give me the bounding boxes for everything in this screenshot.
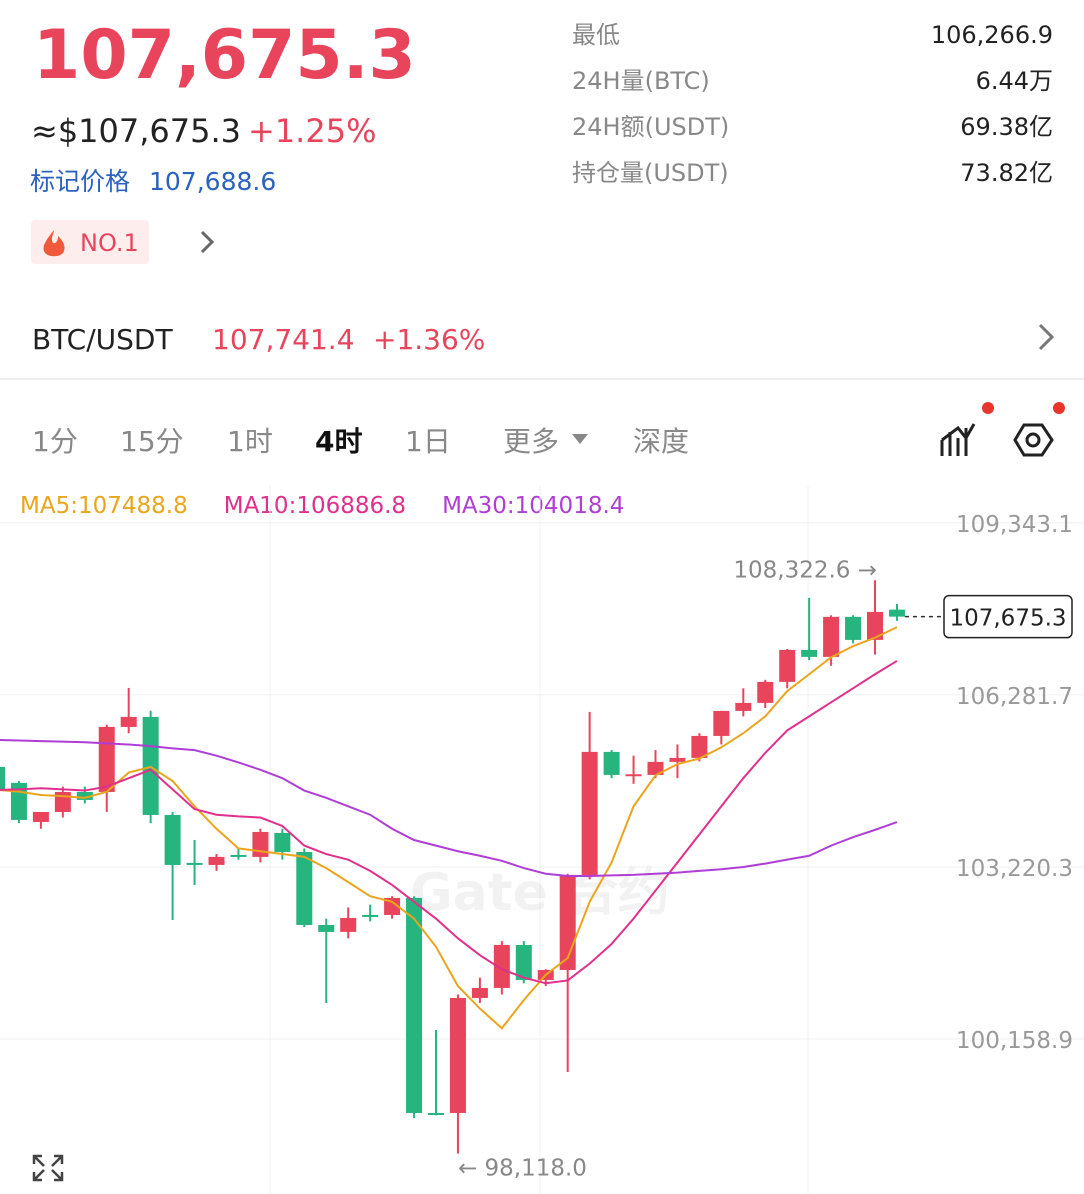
stat-value: 69.38亿	[960, 113, 1053, 141]
candle-body	[208, 856, 225, 865]
candle-body	[735, 702, 752, 711]
candle-body	[252, 831, 269, 857]
tab[interactable]: 1日	[405, 425, 451, 458]
candle-body	[581, 751, 598, 875]
tab[interactable]: 深度	[633, 425, 689, 458]
stat-label: 最低	[572, 21, 620, 49]
y-tick-label: 103,220.3	[956, 856, 1073, 882]
candle-body	[647, 761, 664, 775]
stat-value: 106,266.9	[931, 21, 1053, 49]
candle-body	[428, 1112, 444, 1115]
tab[interactable]: 更多	[503, 425, 559, 458]
mark-price: 107,688.6	[149, 167, 276, 196]
chevron[interactable]	[200, 230, 215, 254]
candle-body	[669, 757, 686, 762]
settings-icon[interactable]	[1013, 423, 1054, 457]
fullscreen-icon[interactable]	[32, 1154, 64, 1182]
candle-body	[757, 681, 774, 703]
price: 107,675.3	[33, 16, 416, 95]
candle-body	[801, 649, 818, 657]
legend: MA5:107488.8 MA10:106886.8 MA30:104018.4	[20, 493, 624, 519]
tabs: 1分 15分 1时 4时 1日 更多 深度	[32, 425, 689, 458]
ma-line	[0, 660, 898, 985]
ma-line	[0, 626, 898, 1030]
candle-body	[603, 751, 620, 775]
tab[interactable]: 1时	[227, 425, 273, 458]
candle-body	[274, 832, 291, 852]
y-tick-label: 106,281.7	[956, 684, 1073, 710]
chart: Gate 合约 109,343.1106,281.7103,220.3100,1…	[0, 486, 1084, 1194]
pair-name[interactable]: BTC/USDT	[32, 323, 173, 356]
candle-body	[98, 726, 115, 792]
candle-body	[471, 987, 488, 998]
stat-value: 73.82亿	[960, 159, 1053, 187]
tab[interactable]: 4时	[315, 425, 362, 458]
candle-body	[296, 851, 313, 925]
change: +1.25%	[248, 112, 376, 150]
stats: 最低 106,266.9 24H量(BTC) 6.44万 24H额(USDT) 69.38…	[572, 21, 1053, 187]
tab[interactable]: 15分	[120, 425, 184, 458]
usd-price: ≈$107,675.3	[31, 112, 241, 150]
tab[interactable]: 1分	[32, 425, 78, 458]
mark-price-label: 标记价格	[30, 167, 130, 196]
candle-body	[384, 897, 401, 915]
dropdown-arrow	[572, 434, 588, 444]
candle-body	[713, 710, 730, 736]
candle-body	[493, 944, 510, 988]
pair-change: +1.36%	[373, 323, 485, 356]
candle-body	[76, 791, 93, 800]
candle-body	[515, 944, 532, 980]
pair-price: 107,741.4	[212, 323, 355, 356]
badge-dot	[982, 402, 994, 414]
candle-body	[449, 997, 466, 1113]
candle-body	[340, 917, 357, 932]
candle-body	[362, 914, 379, 917]
candle-body	[32, 811, 49, 822]
rank: NO.1	[80, 229, 139, 257]
candle-body	[120, 716, 137, 727]
candle-body	[406, 897, 423, 1113]
flame-icon	[43, 230, 65, 257]
legend-entry: MA30:104018.4	[442, 493, 624, 519]
candle-body	[823, 616, 840, 657]
candle-body	[867, 611, 883, 640]
candle-body	[0, 766, 5, 790]
stat-value: 6.44万	[976, 67, 1053, 95]
candle-body	[230, 854, 247, 857]
y-tick-label: 100,158.9	[956, 1028, 1073, 1054]
indicator-icon[interactable]	[940, 423, 976, 456]
y-tick-label: 109,343.1	[956, 512, 1073, 538]
legend-entry: MA5:107488.8	[20, 493, 188, 519]
settings-icon-center	[1025, 432, 1041, 448]
stat-label: 24H额(USDT)	[572, 113, 729, 141]
candle-body	[318, 924, 335, 932]
candle-body	[845, 616, 862, 640]
high-label: 108,322.6 →	[733, 557, 877, 583]
stat-label: 持仓量(USDT)	[572, 159, 729, 187]
candle-body	[779, 649, 796, 682]
low-label: ← 98,118.0	[458, 1156, 587, 1182]
badge-dot	[1053, 402, 1065, 414]
candle-body	[691, 735, 708, 758]
pair-chevron[interactable]	[1038, 323, 1055, 351]
candle-body	[625, 774, 642, 777]
stat-label: 24H量(BTC)	[572, 67, 710, 95]
ma-line	[0, 739, 898, 877]
candle-body	[888, 609, 905, 617]
legend-entry: MA10:106886.8	[224, 493, 406, 519]
last-price-label: 107,675.3	[949, 606, 1066, 632]
candle-body	[164, 814, 181, 865]
last-price-tag	[943, 594, 1073, 639]
candle-body	[186, 862, 203, 865]
